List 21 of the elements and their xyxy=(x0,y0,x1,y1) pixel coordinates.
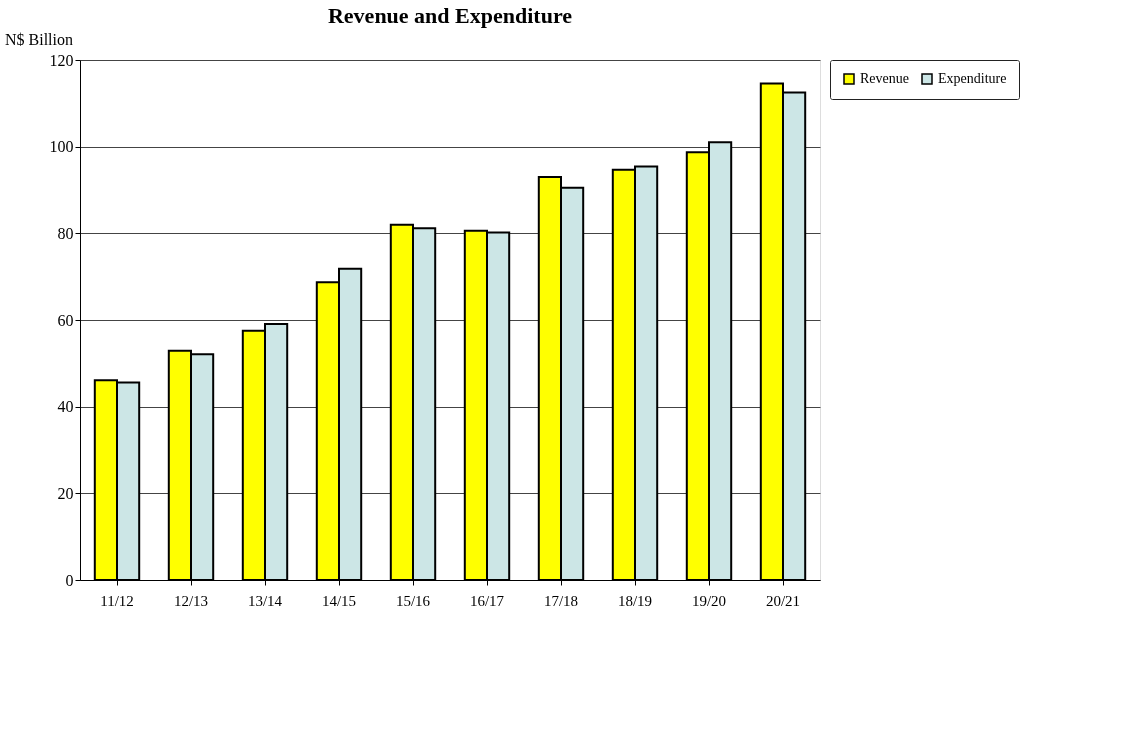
x-tick-label: 17/18 xyxy=(543,592,579,609)
x-tick-label: 18/19 xyxy=(617,592,653,609)
legend-label: Revenue xyxy=(860,71,909,86)
y-tick-label: 20 xyxy=(57,484,74,502)
y-tick-label: 40 xyxy=(57,398,74,416)
y-tick-label: 120 xyxy=(49,51,74,69)
x-tick-label: 16/17 xyxy=(469,592,505,609)
y-axis-title: N$ Billion xyxy=(5,31,74,48)
y-tick-label: 60 xyxy=(57,311,74,329)
legend-label: Expenditure xyxy=(938,71,1007,86)
x-tick-label: 14/15 xyxy=(321,592,357,609)
chart-title: Revenue and Expenditure xyxy=(327,3,573,28)
x-tick-label: 11/12 xyxy=(100,592,134,609)
y-tick-label: 100 xyxy=(49,138,74,156)
y-tick-label: 0 xyxy=(65,571,74,589)
x-tick-label: 12/13 xyxy=(173,592,209,609)
x-tick-label: 13/14 xyxy=(247,592,283,609)
x-tick-label: 19/20 xyxy=(691,592,727,609)
x-tick-label: 20/21 xyxy=(765,592,801,609)
x-tick-label: 15/16 xyxy=(395,592,431,609)
y-tick-label: 80 xyxy=(57,224,74,242)
